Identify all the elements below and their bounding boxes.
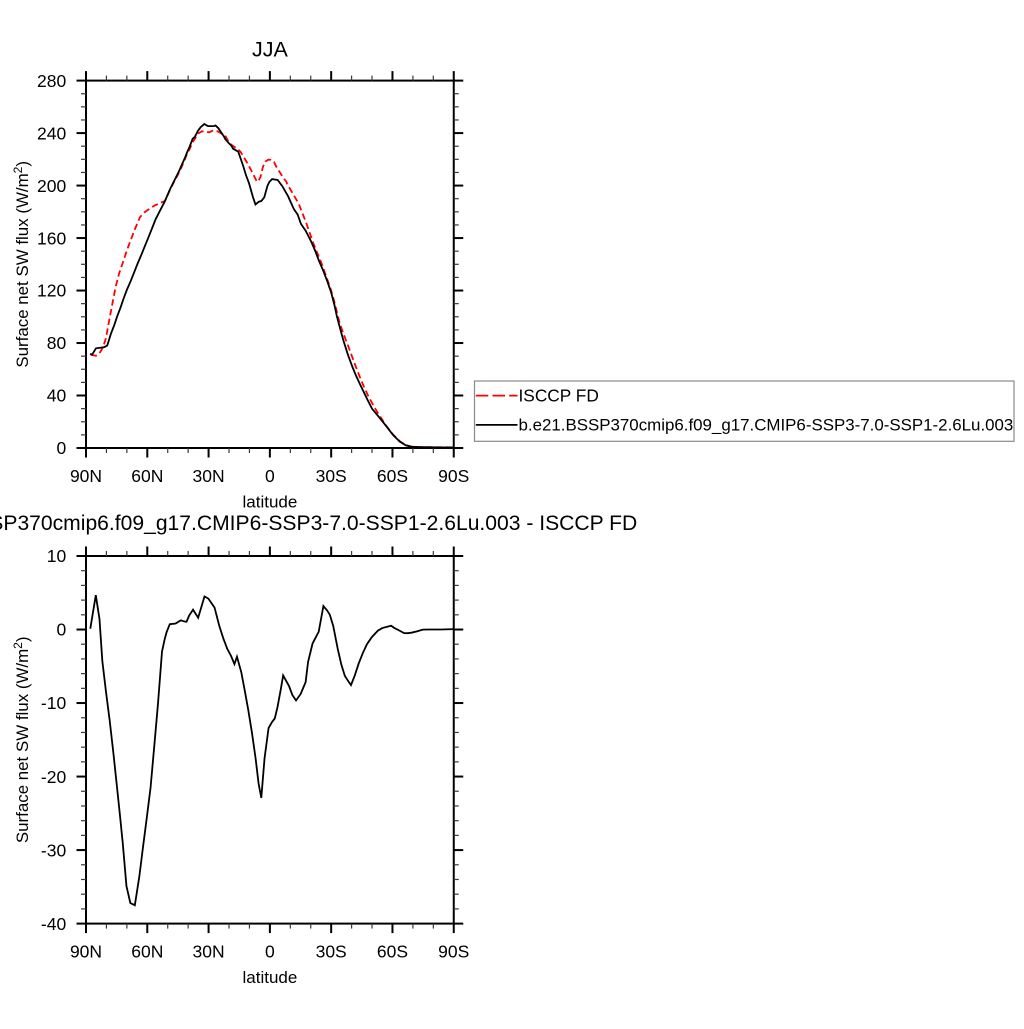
svg-text:10: 10 [47, 546, 67, 566]
svg-text:40: 40 [47, 386, 67, 406]
svg-text:280: 280 [37, 71, 66, 91]
svg-text:90S: 90S [438, 942, 469, 962]
svg-text:80: 80 [47, 333, 67, 353]
svg-text:30S: 30S [316, 466, 347, 486]
svg-text:90S: 90S [438, 466, 469, 486]
svg-text:JJA: JJA [252, 38, 289, 62]
svg-text:latitude: latitude [242, 493, 297, 512]
svg-text:60S: 60S [377, 466, 408, 486]
svg-text:-20: -20 [41, 767, 67, 787]
svg-text:160: 160 [37, 228, 66, 248]
svg-text:30N: 30N [193, 942, 225, 962]
svg-text:0: 0 [56, 438, 66, 458]
svg-text:90N: 90N [70, 942, 102, 962]
svg-text:-10: -10 [41, 693, 67, 713]
svg-text:Surface net SW flux (W/m2): Surface net SW flux (W/m2) [11, 161, 32, 368]
svg-text:90N: 90N [70, 466, 102, 486]
svg-text:60N: 60N [131, 942, 163, 962]
svg-text:b.e21.BSSP370cmip6.f09_g17.CMI: b.e21.BSSP370cmip6.f09_g17.CMIP6-SSP3-7.… [0, 512, 637, 535]
svg-text:0: 0 [265, 942, 275, 962]
svg-text:-30: -30 [41, 840, 67, 860]
svg-text:latitude: latitude [242, 968, 297, 987]
svg-text:60N: 60N [131, 466, 163, 486]
svg-text:Surface net SW flux (W/m2): Surface net SW flux (W/m2) [11, 636, 32, 843]
svg-text:30N: 30N [193, 466, 225, 486]
svg-text:-40: -40 [41, 914, 67, 934]
svg-text:120: 120 [37, 281, 66, 301]
svg-text:0: 0 [265, 466, 275, 486]
svg-text:240: 240 [37, 123, 66, 143]
svg-text:ISCCP FD: ISCCP FD [519, 385, 599, 405]
svg-text:0: 0 [56, 620, 66, 640]
svg-text:30S: 30S [316, 942, 347, 962]
svg-text:b.e21.BSSP370cmip6.f09_g17.CMI: b.e21.BSSP370cmip6.f09_g17.CMIP6-SSP3-7.… [519, 415, 1014, 434]
svg-text:60S: 60S [377, 942, 408, 962]
svg-text:200: 200 [37, 176, 66, 196]
